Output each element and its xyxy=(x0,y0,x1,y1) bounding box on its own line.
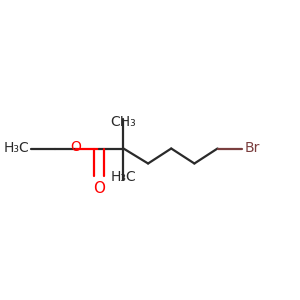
Text: Br: Br xyxy=(244,142,260,155)
Text: H₃C: H₃C xyxy=(111,169,136,184)
Text: O: O xyxy=(93,181,105,196)
Text: O: O xyxy=(70,140,81,154)
Text: H₃C: H₃C xyxy=(4,142,29,155)
Text: CH₃: CH₃ xyxy=(111,115,136,129)
